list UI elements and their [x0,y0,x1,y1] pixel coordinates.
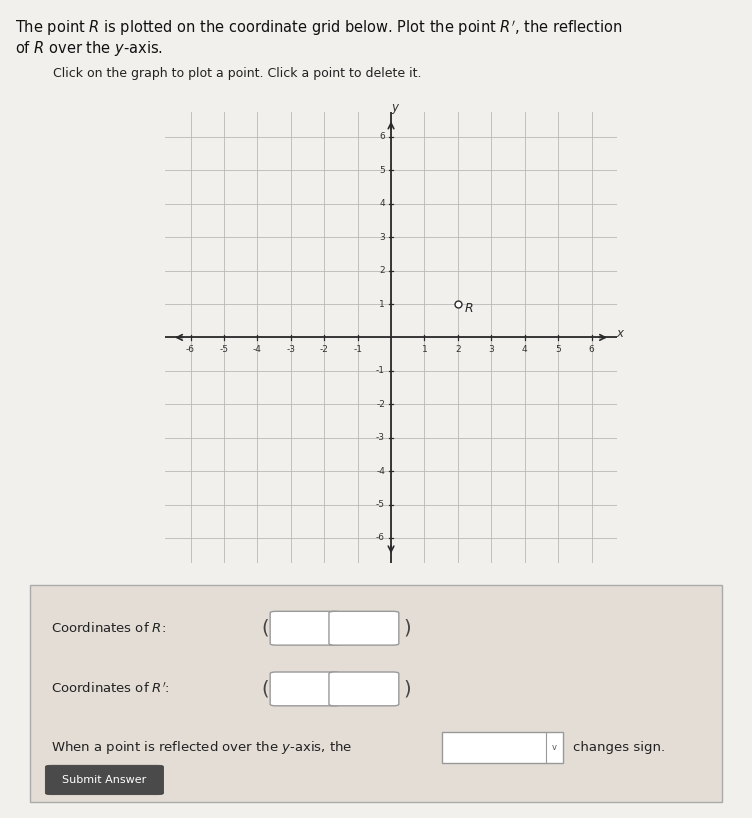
Text: -1: -1 [353,344,362,353]
Text: 3: 3 [379,232,385,241]
Text: -4: -4 [253,344,262,353]
FancyBboxPatch shape [441,732,562,762]
Text: The point $R$ is plotted on the coordinate grid below. Plot the point $R'$, the : The point $R$ is plotted on the coordina… [15,18,623,38]
Text: -5: -5 [376,500,385,509]
FancyBboxPatch shape [45,765,164,795]
Text: $x$: $x$ [616,327,625,340]
Text: (: ( [262,618,269,638]
FancyBboxPatch shape [270,672,340,706]
Text: $R$: $R$ [464,303,474,316]
Text: 6: 6 [379,133,385,142]
Text: of $R$ over the $y$-axis.: of $R$ over the $y$-axis. [15,39,163,58]
Text: changes sign.: changes sign. [573,741,666,754]
Text: 5: 5 [379,166,385,175]
Text: -2: -2 [320,344,329,353]
Text: 1: 1 [379,299,385,308]
Text: -1: -1 [376,366,385,375]
Text: Coordinates of $R'$:: Coordinates of $R'$: [51,681,170,696]
Text: -6: -6 [376,533,385,542]
FancyBboxPatch shape [30,585,722,802]
Text: ): ) [404,618,411,638]
Text: (: ( [262,680,269,699]
Text: 3: 3 [489,344,494,353]
Text: 1: 1 [422,344,427,353]
Text: ): ) [404,680,411,699]
Text: Coordinates of $R$:: Coordinates of $R$: [51,621,166,636]
Text: -2: -2 [376,400,385,409]
Text: 2: 2 [455,344,461,353]
Text: 4: 4 [380,200,385,209]
Text: Click on the graph to plot a point. Click a point to delete it.: Click on the graph to plot a point. Clic… [53,67,421,80]
FancyBboxPatch shape [329,672,399,706]
FancyBboxPatch shape [270,611,340,645]
Text: -5: -5 [220,344,229,353]
Text: 5: 5 [555,344,561,353]
Text: 6: 6 [589,344,594,353]
FancyBboxPatch shape [329,611,399,645]
Text: 2: 2 [380,266,385,275]
Text: v: v [551,743,556,752]
Text: -3: -3 [287,344,296,353]
Text: -4: -4 [376,466,385,475]
Text: -6: -6 [186,344,195,353]
Text: Submit Answer: Submit Answer [62,775,147,785]
Text: 4: 4 [522,344,528,353]
Text: $y$: $y$ [391,102,401,116]
Text: -3: -3 [376,434,385,443]
Text: When a point is reflected over the $y$-axis, the: When a point is reflected over the $y$-a… [51,739,352,756]
